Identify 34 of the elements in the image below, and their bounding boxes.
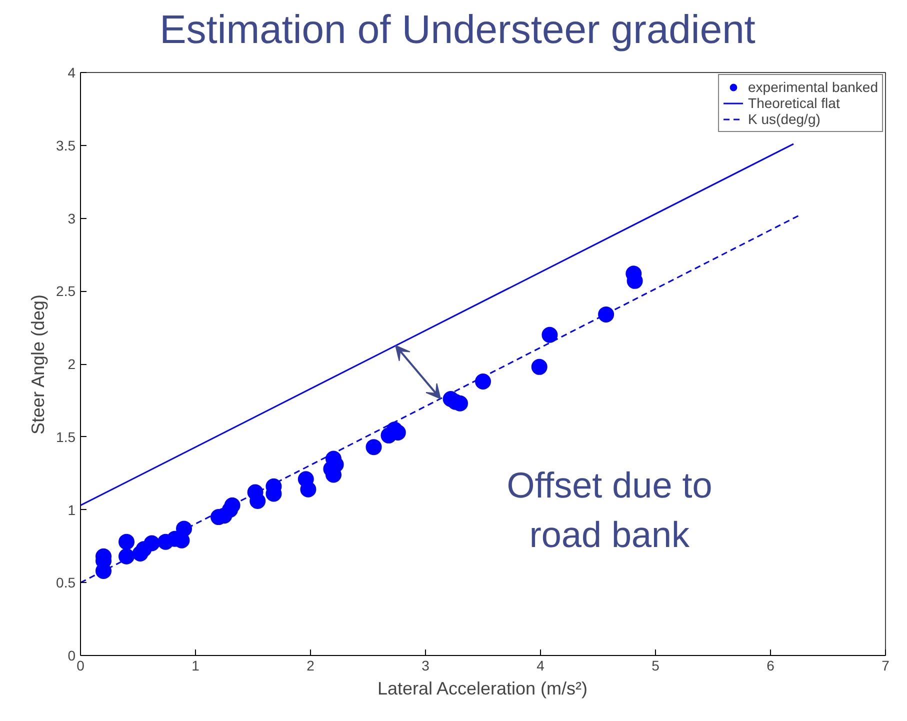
x-tick-label: 6 [766,658,775,674]
x-tick-label: 7 [882,658,890,674]
y-axis-title: Steer Angle (deg) [28,294,48,435]
legend-label: experimental banked [748,79,878,95]
x-tick-label: 1 [192,658,200,674]
point [118,548,134,564]
legend-label: Theoretical flat [748,95,840,111]
y-tick-label: 2 [68,356,76,372]
point [366,439,382,456]
y-tick-label: 3.5 [56,137,76,154]
x-axis-title: Lateral Acceleration (m/s²) [377,678,588,698]
point [475,374,491,390]
point [224,497,240,514]
y-tick-label: 1 [68,502,76,518]
y-tick-label: 4 [68,64,76,80]
y-tick-label: 1.5 [56,428,76,445]
chart-title: Estimation of Understeer gradient [160,7,756,54]
point [542,326,558,343]
point [531,358,548,375]
legend-label: K us(deg/g) [748,111,820,127]
y-tick-label: 2.5 [56,283,76,300]
point [598,306,614,322]
y-tick-label: 0 [68,648,76,664]
x-tick-label: 4 [536,658,545,674]
y-tick-label: 3 [68,210,76,226]
point [118,534,134,550]
point [250,493,266,509]
x-tick-label: 5 [652,658,660,674]
y-tick-label: 0.5 [56,574,76,591]
point [176,520,192,537]
annotation: Offset due to road bank [506,464,712,555]
point [300,481,316,498]
x-tick-label: 2 [306,658,315,674]
x-tick-label: 3 [422,658,430,674]
